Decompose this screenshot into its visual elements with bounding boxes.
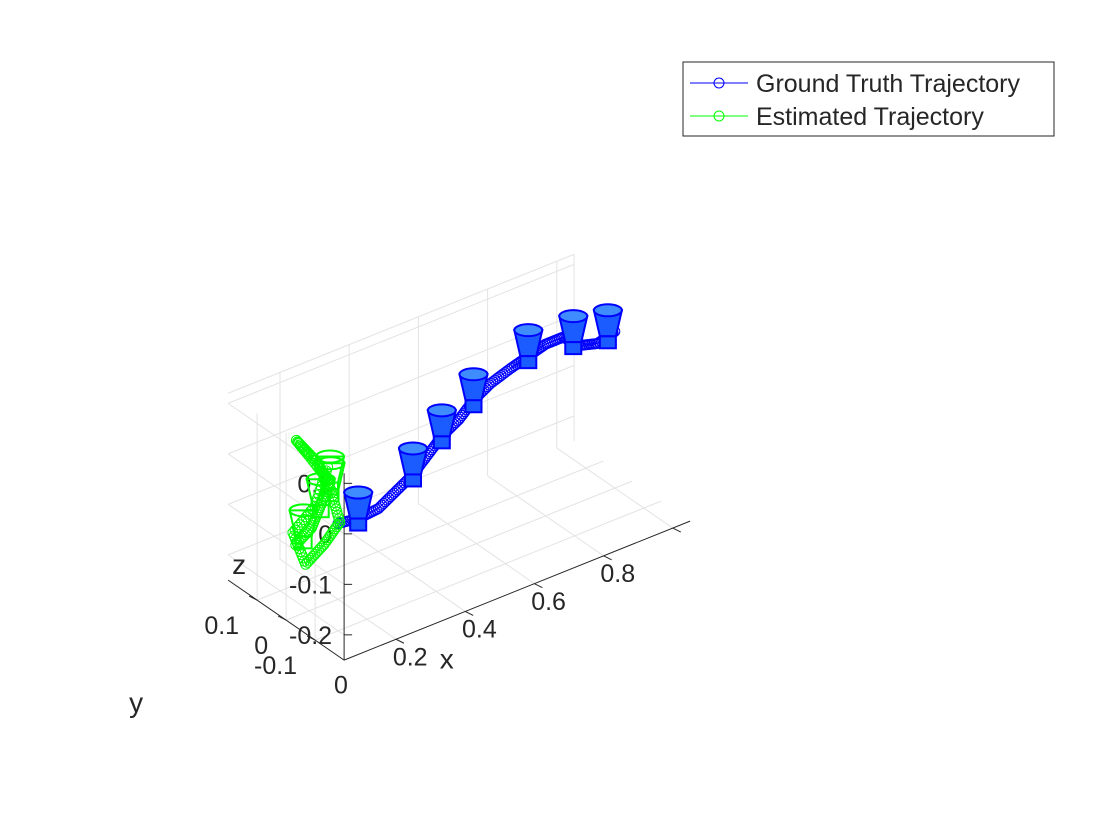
grid-lines [227,253,674,641]
x-tick-mark [395,638,405,644]
camera-frustum-top [458,367,489,382]
camera-frame-icon [558,309,589,356]
camera-frustum-top [288,503,319,518]
camera-body [294,535,313,550]
camera-frustum-top [513,323,544,338]
series-ground-truth [332,303,624,532]
legend-marker-ground-truth [713,77,725,89]
x-tick-label: 0.4 [462,616,497,644]
x-tick-label: 0.8 [600,560,635,588]
grid-line-z-back [227,415,575,556]
data-point [309,548,321,560]
data-point [316,540,328,552]
x-tick-mark [534,583,543,589]
y-tick-mark [248,595,258,601]
legend-label-estimated: Estimated Trajectory [756,103,984,131]
plot-series [287,303,624,570]
data-point [370,504,382,516]
y-tick-label: -0.1 [254,652,297,680]
camera-frame-icon [513,323,544,370]
camera-frame-icon [288,503,319,550]
camera-body [404,473,422,488]
camera-frame-icon [592,303,624,350]
camera-frustum-top [343,485,374,500]
z-axis-label: z [232,549,246,580]
camera-frame-icon [342,485,374,532]
camera-frame-icon [458,367,489,414]
grid-line-z-back [227,263,575,404]
camera-frustum-top [315,456,346,471]
x-axis-line [343,520,691,661]
x-tick-mark [464,611,474,616]
camera-body [519,355,538,370]
camera-frustum-top [592,303,623,318]
y-tick-label: 0 [254,632,268,660]
y-axis-label: y [129,687,143,718]
legend-marker-estimated [713,110,725,122]
camera-body [321,488,340,503]
data-point [311,546,323,558]
camera-frustum-top [558,309,589,324]
z-tick-label: -0.1 [289,571,332,599]
data-point [457,408,469,420]
y-tick-mark [306,635,316,641]
legend[interactable]: Ground Truth Trajectory Estimated Trajec… [682,61,1055,137]
y-tick-mark [277,615,287,621]
x-tick-label: 0.2 [393,643,428,671]
camera-frustum-top [426,403,457,418]
data-point [455,411,467,423]
data-point [303,554,315,566]
grid-line-z-back [227,364,575,505]
grid-line-z-left [227,554,345,636]
x-tick-label: 0.6 [531,588,566,616]
axis-labels: x y z [129,549,454,718]
box-top-back [227,253,575,394]
camera-body [598,335,617,350]
axes [227,473,691,661]
data-point [318,538,330,550]
camera-frustum-top [398,441,428,456]
tick-labels: 00.20.40.60.80.10-0.10.10-0.1-0.2 [204,470,635,699]
legend-label-ground-truth: Ground Truth Trajectory [756,70,1021,98]
data-point [503,364,515,376]
data-point [456,409,468,421]
camera-body [464,399,483,414]
camera-body [564,341,583,356]
data-point [314,542,326,554]
camera-body [432,435,451,450]
x-tick-mark [603,555,612,561]
camera-body [311,504,330,519]
series-estimated [287,434,346,570]
camera-body [349,517,368,532]
data-point [501,365,513,377]
grid-line-z-left [227,453,345,535]
legend-box [682,61,1055,137]
x-tick-label: 0 [334,671,348,699]
data-point [305,552,317,564]
camera-frame-icon [397,441,429,488]
z-tick-label: -0.2 [289,622,332,650]
grid-line-y-floor [314,500,662,641]
camera-frame-icon [315,456,346,503]
y-tick-label: 0.1 [204,612,239,640]
camera-frame-icon [426,403,458,450]
data-point [313,544,325,556]
grid-line-z-left [227,503,345,585]
x-tick-mark [672,527,682,533]
series-line [337,331,616,524]
x-axis-label: x [440,644,454,675]
